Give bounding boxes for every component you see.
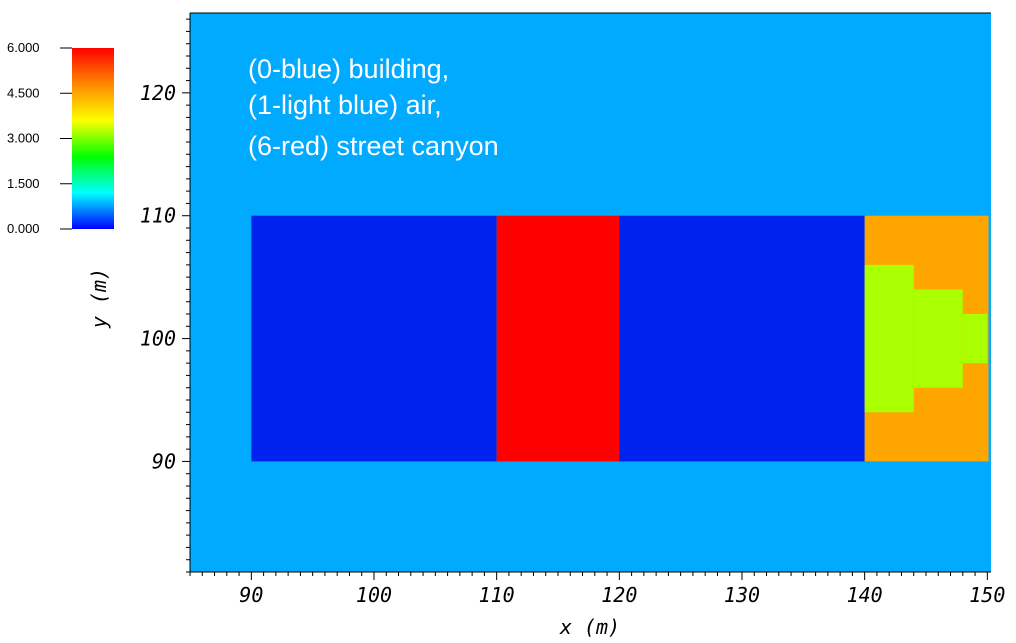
x-tick-label: 150 [969, 583, 1005, 607]
colorbar-labels: 6.000 4.500 3.000 1.500 0.000 [7, 40, 72, 236]
x-tick-label: 90 [239, 583, 263, 607]
y-tick-label: 90 [152, 449, 176, 473]
y-axis-label: y (m) [87, 268, 111, 329]
x-axis-label: x (m) [559, 615, 620, 639]
heatmap-cell-2 [619, 215, 865, 462]
heatmap-cell-5 [913, 289, 963, 388]
annotation-line-1: (0-blue) building, [248, 54, 449, 84]
colorbar-label: 4.500 [7, 85, 40, 100]
heatmap-cell-0 [251, 215, 497, 462]
colorbar-label: 6.000 [7, 40, 40, 55]
x-tick-label: 100 [356, 583, 392, 607]
x-tick-label: 140 [847, 583, 883, 607]
y-tick-label: 110 [140, 204, 176, 228]
axes [189, 12, 991, 573]
colorbar-label: 1.500 [7, 176, 40, 191]
heatmap-cells [251, 215, 989, 462]
colorbar [72, 48, 114, 229]
heatmap-cell-6 [962, 314, 988, 364]
colorbar-label: 3.000 [7, 131, 40, 146]
heatmap-cell-4 [864, 264, 914, 413]
y-tick-label: 120 [140, 81, 176, 105]
x-tick-label: 130 [724, 583, 760, 607]
annotation-line-3: (6-red) street canyon [248, 131, 499, 161]
colorbar-label: 0.000 [7, 221, 40, 236]
x-tick-label: 120 [601, 583, 637, 607]
y-tick-label: 100 [140, 327, 176, 351]
annotation-line-2: (1-light blue) air, [248, 90, 442, 120]
x-axis-ticks: 90 100 110 120 130 140 150 [189, 572, 1005, 607]
y-axis-ticks: 90 100 110 120 [140, 18, 190, 573]
x-tick-label: 110 [479, 583, 515, 607]
heatmap-cell-1 [496, 215, 620, 462]
